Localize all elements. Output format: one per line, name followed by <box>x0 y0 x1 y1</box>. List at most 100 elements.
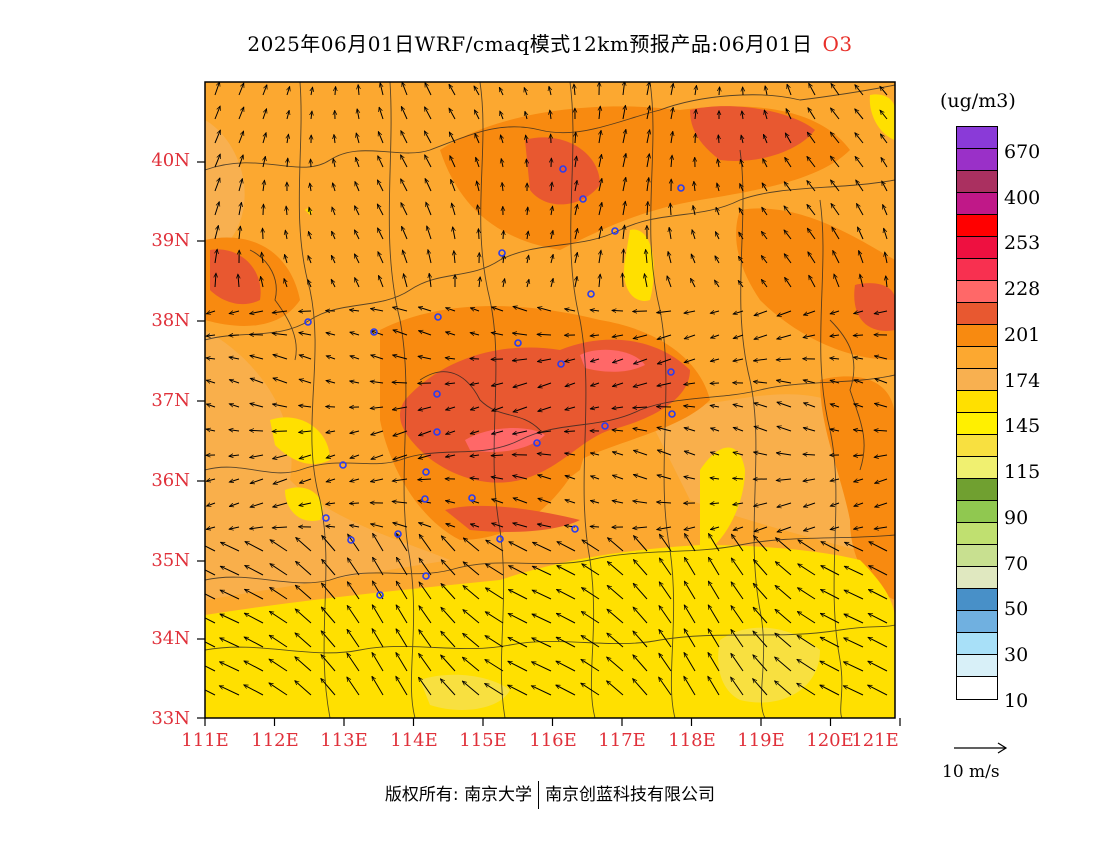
wind-arrow <box>590 453 600 455</box>
wind-arrow <box>396 653 408 672</box>
wind-arrow <box>657 502 672 503</box>
wind-arrow <box>250 478 264 484</box>
wind-arrow <box>854 404 864 407</box>
wind-arrow <box>376 204 384 216</box>
wind-arrow <box>854 479 864 482</box>
color-bar-cell <box>957 281 997 303</box>
lat-label-40n: 40N <box>151 150 190 171</box>
wind-arrow <box>491 430 504 434</box>
wind-arrow <box>575 132 576 144</box>
wind-arrow <box>321 583 336 600</box>
wind-arrow <box>270 587 288 600</box>
wind-arrow <box>220 637 240 648</box>
wind-arrow <box>538 498 552 504</box>
wind-arrow <box>350 332 360 335</box>
wind-arrow <box>684 451 696 456</box>
wind-arrow <box>429 273 431 288</box>
wind-arrow <box>322 536 336 552</box>
wind-arrow <box>527 231 528 240</box>
wind-arrow <box>798 564 816 576</box>
wind-arrow <box>263 180 265 192</box>
wind-arrow <box>238 179 242 192</box>
wind-arrow <box>695 109 696 120</box>
wind-arrow <box>214 130 221 144</box>
wind-arrow <box>741 135 743 144</box>
wind-arrow <box>295 681 312 696</box>
wind-arrow <box>882 205 888 216</box>
wind-arrow <box>869 541 888 552</box>
wind-arrow <box>513 306 528 312</box>
wind-arrow <box>684 629 696 648</box>
wind-arrow <box>738 208 744 216</box>
wind-arrow <box>754 526 768 532</box>
wind-arrow <box>551 254 553 264</box>
boundary-lines <box>205 82 895 718</box>
wind-arrow <box>670 203 671 216</box>
wind-arrow <box>353 254 360 264</box>
wind-arrow <box>448 132 456 144</box>
wind-arrow <box>831 180 840 192</box>
wind-arrow <box>803 335 816 338</box>
wind-arrow <box>644 274 647 288</box>
wind-arrow <box>719 87 720 96</box>
wind-arrow <box>753 583 768 600</box>
legend-label-145: 145 <box>1004 415 1041 437</box>
city-marker <box>347 536 355 544</box>
color-bar-cell <box>957 127 997 149</box>
wind-arrow <box>798 540 816 552</box>
wind-arrow <box>299 503 312 506</box>
wind-arrow <box>807 204 816 216</box>
wind-arrow <box>238 131 244 144</box>
wind-arrow <box>875 379 888 384</box>
wind-arrow <box>250 378 264 384</box>
wind-arrow <box>428 250 432 264</box>
wind-arrow <box>830 335 840 336</box>
wind-arrow <box>354 206 360 216</box>
wind-arrow <box>400 179 408 192</box>
wind-arrow <box>284 279 287 288</box>
wind-arrow <box>821 588 840 600</box>
wind-arrow <box>446 308 456 312</box>
wind-arrow <box>633 475 648 480</box>
wind-arrow <box>612 358 624 363</box>
lat-label-38n: 38N <box>151 310 190 331</box>
wind-arrow <box>508 684 528 696</box>
wind-arrow <box>565 309 576 311</box>
wind-arrow <box>803 310 816 315</box>
wind-arrow <box>807 181 816 192</box>
wind-arrow <box>690 278 696 288</box>
wind-arrow <box>647 202 648 216</box>
wind-arrow <box>273 454 288 459</box>
wind-arrow <box>220 661 240 672</box>
wind-arrow <box>668 252 672 264</box>
wind-arrow <box>446 407 456 410</box>
wind-arrow <box>393 430 408 436</box>
wind-arrow <box>479 277 480 288</box>
wind-arrow <box>269 683 288 696</box>
legend-label-400: 400 <box>1004 187 1041 209</box>
wind-arrow <box>509 541 528 552</box>
wind-arrow <box>448 84 456 96</box>
wind-arrow <box>333 159 335 168</box>
wind-arrow <box>633 655 648 672</box>
copyright-org1: 南京大学 <box>464 785 533 805</box>
wind-arrow <box>269 635 288 648</box>
wind-arrow <box>753 560 768 576</box>
wind-arrow <box>797 683 816 696</box>
wind-arrow <box>565 359 576 362</box>
wind-arrow <box>537 359 552 362</box>
wind-arrow <box>708 557 720 576</box>
wind-arrow <box>396 676 408 696</box>
wind-arrow <box>402 250 408 264</box>
wind-arrow <box>424 83 432 96</box>
wind-arrow <box>538 382 552 388</box>
wind-arrow <box>853 335 864 336</box>
wind-arrow <box>492 499 504 504</box>
wind-arrow <box>238 155 243 168</box>
wind-arrow <box>527 207 528 216</box>
wind-arrow <box>295 585 312 600</box>
reference-vector-label: 10 m/s <box>942 762 1000 782</box>
wind-arrow <box>671 107 673 120</box>
wind-arrow <box>880 134 888 144</box>
color-bar-cell <box>957 369 997 391</box>
